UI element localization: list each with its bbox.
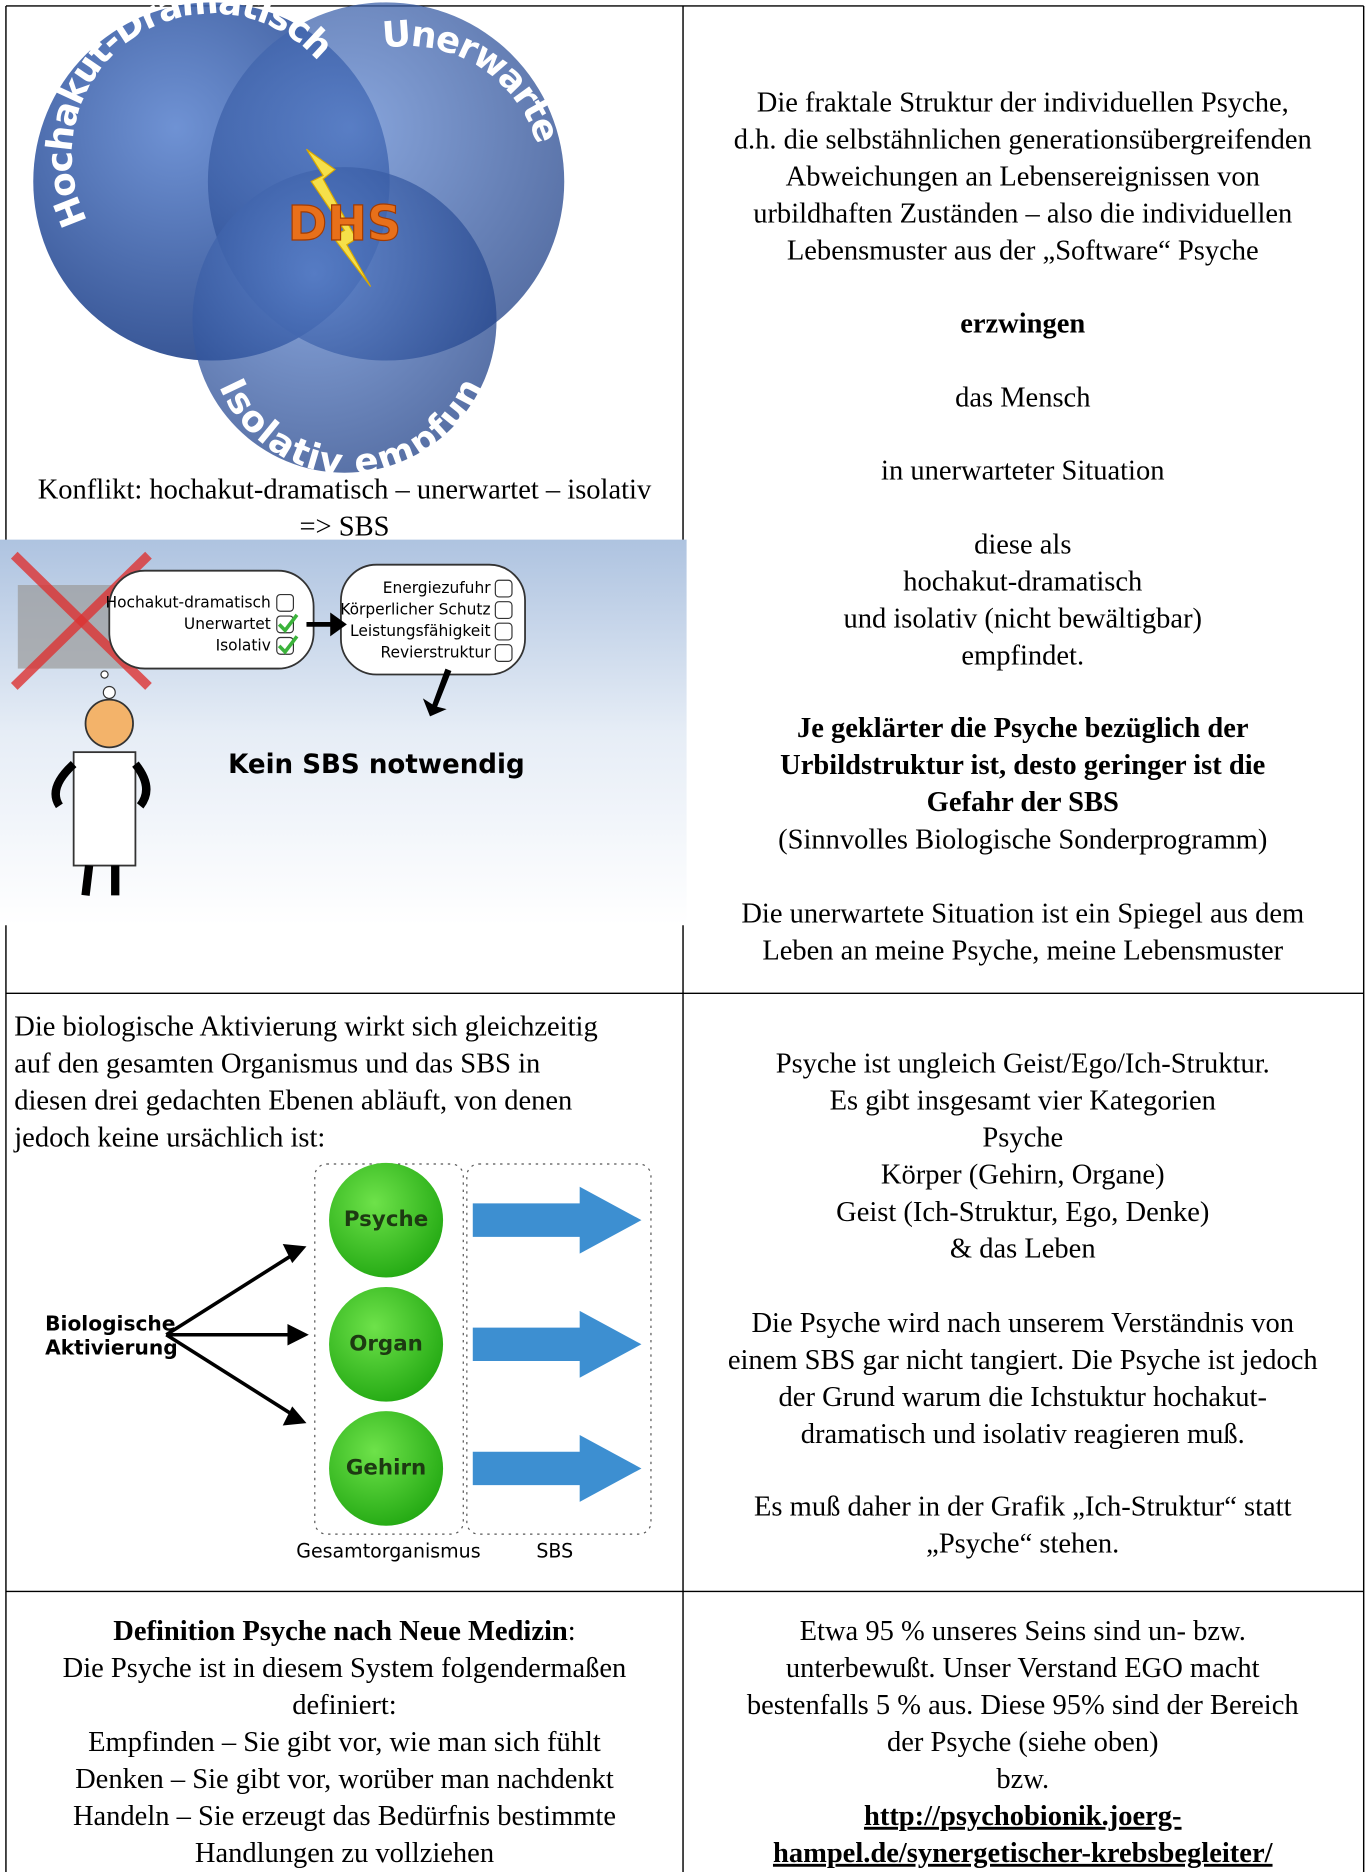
level-label: Gehirn: [346, 1455, 426, 1480]
paragraph-line: dramatisch und isolativ reagieren muß.: [801, 1419, 1245, 1450]
paragraph-line: unterbewußt. Unser Verstand EGO macht: [786, 1653, 1260, 1684]
paragraph-line: Psyche: [982, 1123, 1063, 1154]
heading: Definition Psyche nach Neue Medizin:: [113, 1616, 575, 1647]
paragraph-line: einem SBS gar nicht tangiert. Die Psyche…: [728, 1345, 1318, 1376]
paragraph-line: urbildhaften Zuständen – also die indivi…: [753, 199, 1292, 230]
paragraph-line: Geist (Ich-Struktur, Ego, Denke): [836, 1197, 1209, 1228]
cartoon-caption: Kein SBS notwendig: [228, 750, 525, 780]
caption: Konflikt: hochakut-dramatisch – unerwart…: [38, 474, 652, 505]
paragraph-line: Die fraktale Struktur der individuellen …: [757, 88, 1289, 119]
paragraph-line: Die biologische Aktivierung wirkt sich g…: [14, 1012, 597, 1043]
emphasis: Je geklärter die Psyche bezüglich der: [797, 713, 1249, 744]
paragraph-line: empfindet.: [961, 640, 1084, 671]
venn-center: DHS: [288, 197, 401, 252]
paragraph-line: Abweichungen an Lebensereignissen von: [786, 162, 1260, 193]
paragraph-line: Etwa 95 % unseres Seins sind un- bzw.: [800, 1616, 1246, 1647]
paragraph-line: das Mensch: [955, 382, 1090, 413]
paragraph-line: bzw.: [996, 1764, 1049, 1795]
checkmark: [277, 613, 299, 634]
emphasis: erzwingen: [960, 308, 1085, 339]
heading-text: Definition Psyche nach Neue Medizin: [113, 1616, 568, 1647]
level-node: [329, 1411, 444, 1526]
paragraph-line: d.h. die selbstähnlichen generationsüber…: [734, 125, 1312, 156]
sbs-arrow: [472, 1435, 642, 1502]
paragraph-line: Die unerwartete Situation ist ein Spiege…: [741, 898, 1304, 929]
paragraph-line: Psyche ist ungleich Geist/Ego/Ich-Strukt…: [776, 1049, 1270, 1080]
level-label: Organ: [349, 1331, 423, 1356]
checkbox: [494, 622, 513, 641]
paragraph-line: Leben an meine Psyche, meine Lebensmuste…: [762, 935, 1283, 966]
paragraph-line: bestenfalls 5 % aus. Diese 95% sind der …: [747, 1690, 1299, 1721]
paragraph-line: Die Psyche wird nach unserem Verständnis…: [751, 1308, 1294, 1339]
paragraph-line: diese als: [974, 529, 1071, 560]
emphasis: Gefahr der SBS: [927, 787, 1119, 818]
heading-suffix: :: [568, 1616, 576, 1647]
paragraph-line: definiert:: [292, 1690, 396, 1721]
checkbox: [276, 593, 295, 612]
level-label: Psyche: [344, 1207, 428, 1232]
checkmark: [277, 635, 299, 655]
cartoon: Kein SBS notwendig: [0, 539, 687, 926]
paragraph-line: diesen drei gedachten Ebenen abläuft, vo…: [14, 1086, 572, 1117]
paragraph-line: „Psyche“ stehen.: [926, 1529, 1119, 1560]
group-label: SBS: [536, 1541, 573, 1563]
checklist-item: Isolativ: [216, 636, 271, 654]
link[interactable]: hampel.de/synergetischer-krebsbegleiter/: [773, 1838, 1274, 1869]
paragraph-line: der Psyche (siehe oben): [887, 1727, 1159, 1758]
paragraph-line: Denken – Sie gibt vor, worüber man nachd…: [75, 1764, 614, 1795]
paragraph-line: Körper (Gehirn, Organe): [881, 1160, 1165, 1191]
checklist-item: Leistungsfähigkeit: [350, 622, 491, 640]
diagram-label: Biologische: [45, 1312, 175, 1336]
paragraph-line: Handlungen zu vollziehen: [195, 1838, 494, 1869]
paragraph-line: (Sinnvolles Biologische Sonderprogramm): [778, 824, 1267, 855]
paragraph-line: in unerwarteter Situation: [881, 455, 1164, 486]
sbs-arrow: [472, 1310, 642, 1378]
checkbox: [494, 579, 513, 598]
paragraph-line: jedoch keine ursächlich ist:: [13, 1123, 325, 1154]
checklist-item: Körperlicher Schutz: [340, 601, 490, 619]
paragraph-line: Empfinden – Sie gibt vor, wie man sich f…: [88, 1727, 601, 1758]
level-node: [329, 1162, 444, 1278]
checklist-item: Unerwartet: [184, 615, 271, 633]
paragraph-line: Die Psyche ist in diesem System folgende…: [63, 1653, 627, 1684]
table-grid: [5, 5, 1365, 1872]
group-label: Gesamtorganismus: [296, 1541, 480, 1563]
paragraph-line: & das Leben: [950, 1234, 1096, 1265]
venn-diagram: Hochakut-Dramatisch Unerwartet Isolativ …: [0, 0, 568, 484]
paragraph-line: Handeln – Sie erzeugt das Bedürfnis best…: [73, 1801, 616, 1832]
emphasis: Urbildstruktur ist, desto geringer ist d…: [780, 750, 1265, 781]
paragraph-line: Lebensmuster aus der „Software“ Psyche: [787, 236, 1259, 267]
checklist-item: Energiezufuhr: [383, 579, 492, 597]
activation-diagram: [165, 1163, 652, 1535]
paragraph-line: und isolativ (nicht bewältigbar): [843, 603, 1202, 634]
paragraph-line: der Grund warum die Ichstuktur hochakut-: [779, 1382, 1267, 1413]
level-node: [329, 1287, 444, 1402]
link[interactable]: http://psychobionik.joerg-: [864, 1801, 1182, 1832]
paragraph-line: auf den gesamten Organismus und das SBS …: [14, 1049, 540, 1080]
checklist-item: Hochakut-dramatisch: [105, 593, 270, 611]
sbs-arrow: [472, 1186, 642, 1254]
checkbox: [494, 601, 513, 620]
paragraph-line: Es muß daher in der Grafik „Ich-Struktur…: [754, 1492, 1292, 1523]
paragraph-line: Es gibt insgesamt vier Kategorien: [830, 1086, 1216, 1117]
checkbox: [494, 644, 513, 663]
diagram-label: Aktivierung: [45, 1336, 178, 1360]
paragraph-line: hochakut-dramatisch: [903, 566, 1142, 597]
checklist-item: Revierstruktur: [380, 644, 491, 662]
caption: => SBS: [299, 511, 389, 542]
